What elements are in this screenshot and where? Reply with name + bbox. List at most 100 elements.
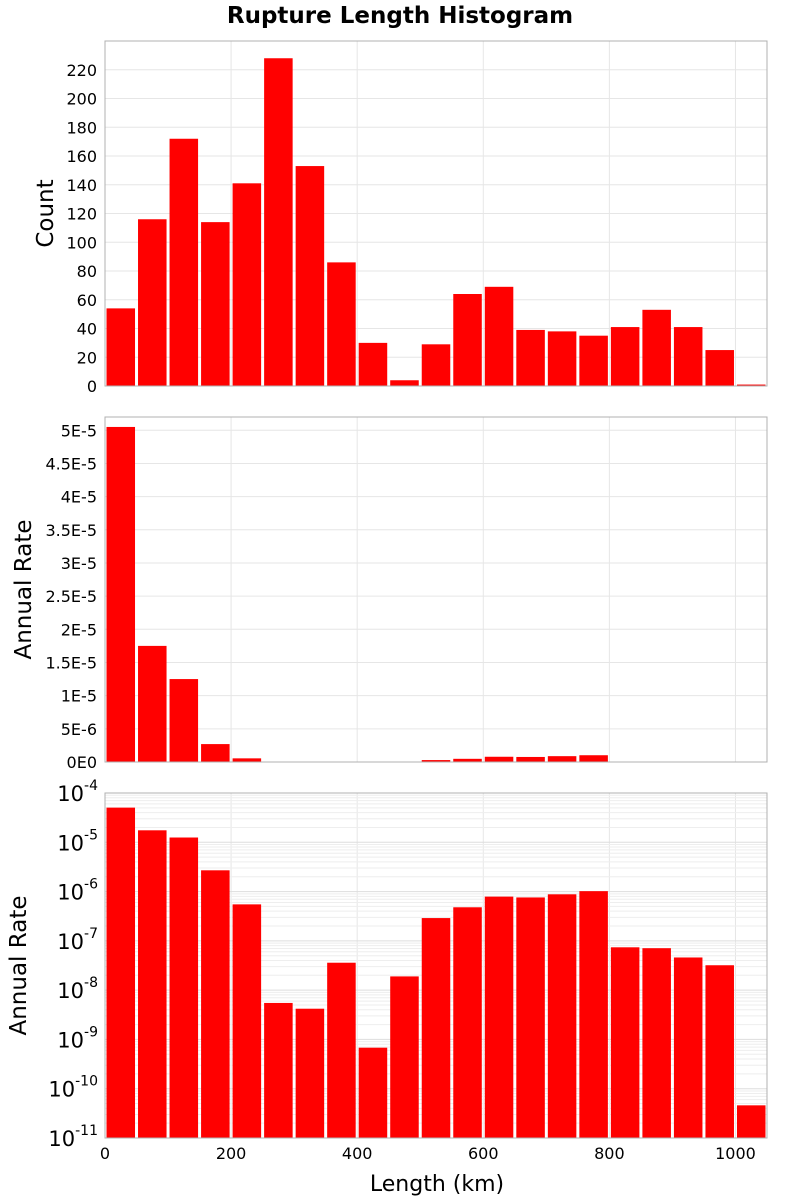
y-tick-label: 100: [66, 233, 97, 252]
y-tick-label: 10-6: [57, 877, 98, 905]
y-tick-label: 1E-5: [61, 687, 97, 706]
bar: [327, 962, 356, 1138]
y-tick-label: 4E-5: [61, 488, 97, 507]
y-tick-label: 10-4: [57, 778, 98, 806]
y-tick-exponent: -9: [84, 1024, 98, 1040]
bar: [327, 262, 356, 386]
y-tick-base: 10: [57, 1028, 84, 1052]
y-tick-label: 0: [87, 377, 97, 396]
bar: [169, 679, 199, 762]
y-tick-label: 140: [66, 176, 97, 195]
chart-title: Rupture Length Histogram: [227, 3, 573, 29]
y-tick-label: 1.5E-5: [45, 653, 97, 672]
bar: [358, 1047, 388, 1138]
bar: [705, 350, 734, 386]
y-tick-label: 80: [77, 262, 97, 281]
y-tick-label: 2.5E-5: [45, 587, 97, 606]
plot-frame: [104, 416, 768, 763]
bar: [169, 138, 199, 386]
bar: [358, 342, 388, 386]
x-tick-label: 200: [216, 1144, 247, 1163]
x-tick-label: 0: [100, 1144, 110, 1163]
y-tick-exponent: -11: [75, 1123, 98, 1139]
bar: [264, 58, 293, 386]
y-tick-base: 10: [48, 1127, 75, 1151]
y-axis-label: Annual Rate: [11, 520, 37, 660]
panel-3: 10-1110-1010-910-810-710-610-510-4Annual…: [6, 778, 768, 1151]
y-tick-label: 10-8: [57, 975, 98, 1003]
bar: [610, 947, 640, 1138]
bar: [232, 183, 262, 386]
y-tick-label: 0E0: [67, 753, 97, 772]
bar: [232, 904, 262, 1138]
y-tick-base: 10: [57, 979, 84, 1003]
chart-panels: 020406080100120140160180200220Count0E05E…: [6, 40, 768, 1163]
y-tick-exponent: -6: [84, 877, 98, 893]
panel-2: 0E0 5E-6 1E-5 1.5E-5 2E-5 2.5E-5 3E-5 3.5E-5 4E-…: [11, 416, 768, 772]
y-axis-label: Annual Rate: [6, 896, 32, 1036]
y-tick-label: 180: [66, 118, 97, 137]
y-tick-base: 10: [57, 831, 84, 855]
bar: [579, 335, 608, 386]
plot-frame: [104, 40, 768, 387]
bar: [201, 870, 230, 1138]
y-tick-label: 120: [66, 205, 97, 224]
y-tick-base: 10: [57, 930, 84, 954]
bar: [169, 837, 199, 1138]
bar: [453, 907, 482, 1138]
y-tick-label: 2E-5: [61, 620, 97, 639]
bar: [295, 166, 325, 386]
y-tick-label: 5E-6: [61, 720, 97, 739]
bar: [138, 830, 167, 1138]
y-tick-label: 10-7: [57, 926, 98, 954]
bar: [705, 965, 734, 1138]
y-tick-label: 10-11: [48, 1123, 98, 1151]
y-tick-label: 220: [66, 61, 97, 80]
y-tick-label: 40: [77, 320, 97, 339]
y-tick-base: 10: [48, 1078, 75, 1102]
y-tick-label: 20: [77, 348, 97, 367]
y-axis-label: Count: [33, 179, 59, 247]
x-tick-label: 1000: [715, 1144, 756, 1163]
y-tick-base: 10: [57, 881, 84, 905]
bar: [673, 957, 703, 1138]
bar: [106, 807, 136, 1138]
y-tick-exponent: -5: [84, 827, 98, 843]
bar: [138, 645, 167, 762]
bar: [642, 948, 671, 1138]
bar: [453, 758, 482, 762]
y-tick-label: 5E-5: [61, 421, 97, 440]
bar: [579, 891, 608, 1138]
x-tick-label: 400: [342, 1144, 373, 1163]
y-tick-label: 10-9: [57, 1024, 98, 1052]
y-tick-exponent: -7: [84, 926, 98, 942]
y-tick-label: 200: [66, 90, 97, 109]
y-tick-exponent: -8: [84, 975, 98, 991]
bar: [579, 755, 608, 762]
bar: [610, 327, 640, 386]
bar: [484, 756, 514, 762]
bar: [516, 897, 545, 1138]
y-tick-label: 10-10: [48, 1074, 98, 1102]
bar: [201, 744, 230, 762]
bar: [484, 896, 514, 1138]
y-tick-base: 10: [57, 782, 84, 806]
bar: [673, 327, 703, 386]
y-tick-label: 10-5: [57, 827, 98, 855]
bar: [106, 308, 136, 386]
y-tick-exponent: -10: [75, 1074, 98, 1090]
bar: [736, 1105, 766, 1138]
y-tick-label: 3E-5: [61, 554, 97, 573]
bar: [421, 918, 451, 1138]
bar: [547, 894, 577, 1138]
bar: [390, 976, 419, 1138]
bar: [547, 756, 577, 762]
y-tick-label: 60: [77, 291, 97, 310]
bar: [547, 331, 577, 386]
bar: [106, 426, 136, 762]
y-tick-label: 4.5E-5: [45, 454, 97, 473]
panel-1: 0 20 40 60 80 100 120 140 160 180 200 220 Count: [33, 40, 768, 396]
bar: [232, 758, 262, 762]
x-tick-label: 800: [594, 1144, 625, 1163]
